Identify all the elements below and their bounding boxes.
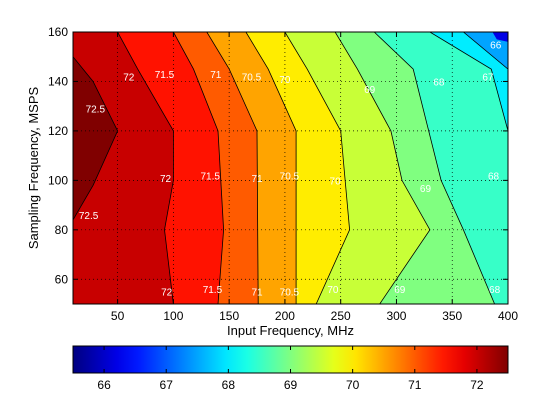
x-tick-label: 150 (219, 309, 239, 323)
x-axis-label: Input Frequency, MHz (227, 323, 354, 338)
contour-label: 70.5 (280, 171, 300, 182)
y-axis-label: Sampling Frequency, MSPS (26, 87, 41, 250)
y-tick-label: 80 (55, 223, 69, 237)
contour-region (73, 56, 118, 220)
colorbar-tick-label: 71 (408, 378, 422, 392)
plot-frame (72, 31, 509, 305)
colorbar-tick-label: 66 (97, 378, 111, 392)
x-tick-label: 50 (111, 309, 125, 323)
colorbar (72, 345, 509, 374)
contour-label: 72 (160, 174, 172, 185)
contour-label: 72.5 (86, 105, 106, 116)
y-tick-label: 140 (48, 74, 68, 88)
colorbar-tick-label: 68 (222, 378, 236, 392)
x-axis-ticks: 50 100 150 200 250 300 350 400 (111, 32, 518, 323)
colorbar-tick-label: 69 (284, 378, 298, 392)
contour-label: 68 (433, 77, 445, 88)
contour-label: 67 (482, 73, 494, 84)
y-tick-label: 120 (48, 124, 68, 138)
contour-label: 71.5 (203, 285, 223, 296)
contour-label: 71 (210, 70, 222, 81)
y-tick-label: 60 (55, 272, 69, 286)
contour-line (284, 32, 351, 304)
contour-label: 70 (327, 285, 339, 296)
contour-label: 70.5 (280, 288, 300, 299)
contour-label: 68 (488, 171, 500, 182)
contour-line (206, 32, 259, 304)
contour-labels: 72 71.5 71 70.5 70 69 68 67 66 72.5 72 71.5 71 70.5 70… (79, 40, 502, 298)
x-tick-label: 400 (498, 309, 518, 323)
contour-line (117, 32, 174, 304)
contour-label: 72.5 (79, 211, 99, 222)
contour-label: 69 (420, 184, 432, 195)
contour-line (334, 32, 431, 304)
contour-label: 71.5 (155, 70, 175, 81)
contour-region (429, 32, 508, 131)
colorbar-ticks: 66 67 68 69 70 71 72 (97, 346, 484, 392)
contour-label: 69 (364, 85, 376, 96)
y-tick-label: 100 (48, 173, 68, 187)
y-axis-ticks: 60 80 100 120 140 160 (48, 25, 508, 286)
contour-region (492, 32, 508, 42)
contour-label: 69 (394, 285, 406, 296)
colorbar-tick-label: 67 (160, 378, 174, 392)
contour-label: 72 (161, 288, 173, 299)
x-tick-label: 350 (442, 309, 462, 323)
x-tick-label: 200 (275, 309, 295, 323)
x-tick-label: 250 (331, 309, 351, 323)
x-tick-label: 100 (163, 309, 183, 323)
contour-region (374, 32, 508, 304)
colorbar-tick-label: 70 (346, 378, 360, 392)
contour-label: 68 (489, 285, 501, 296)
contour-label: 71 (251, 174, 263, 185)
y-tick-label: 160 (48, 25, 68, 39)
colorbar-tick-label: 72 (470, 378, 484, 392)
contour-line (429, 32, 508, 132)
contour-lines (73, 32, 508, 304)
contour-label: 70.5 (242, 73, 262, 84)
contour-line (463, 32, 508, 70)
contour-label: 70 (330, 176, 342, 187)
x-tick-label: 300 (386, 309, 406, 323)
contour-label: 71 (251, 288, 263, 299)
contour-label: 72 (123, 73, 135, 84)
contour-line (245, 32, 297, 304)
contour-label: 66 (490, 40, 502, 51)
contour-label: 71.5 (200, 171, 220, 182)
contour-label: 70 (279, 75, 291, 86)
